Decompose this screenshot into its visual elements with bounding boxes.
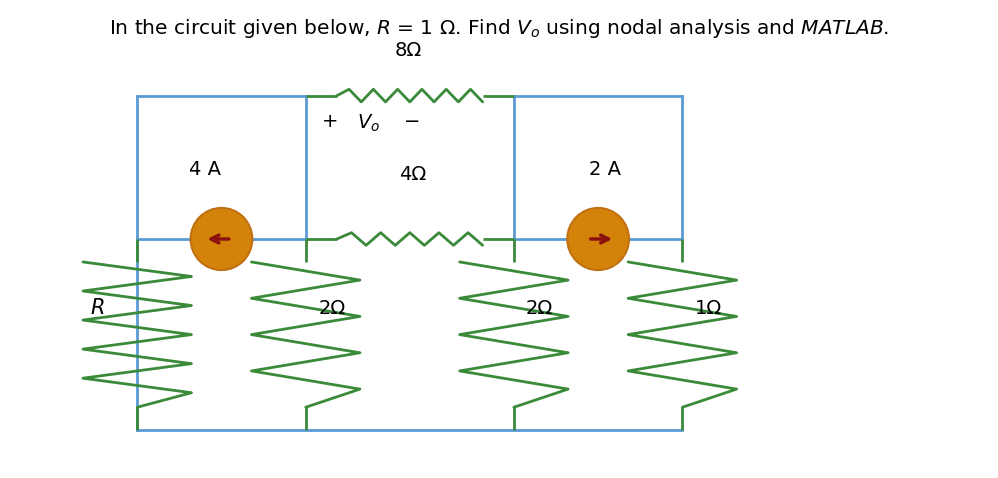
Text: 2Ω: 2Ω (318, 299, 346, 318)
Text: 2Ω: 2Ω (526, 299, 553, 318)
Text: 1Ω: 1Ω (696, 299, 723, 318)
Ellipse shape (191, 208, 252, 270)
Text: $R$: $R$ (90, 298, 105, 318)
Text: $V_o$: $V_o$ (356, 113, 379, 134)
Text: −: − (403, 112, 420, 131)
Text: 8Ω: 8Ω (394, 41, 421, 60)
Text: 4Ω: 4Ω (399, 165, 426, 184)
Ellipse shape (567, 208, 629, 270)
Text: 2 A: 2 A (589, 160, 621, 179)
Text: +: + (322, 112, 338, 131)
Text: 4 A: 4 A (189, 160, 221, 179)
Text: In the circuit given below, $R$ = 1 Ω. Find $V_o$ using nodal analysis and $\mat: In the circuit given below, $R$ = 1 Ω. F… (109, 17, 889, 40)
